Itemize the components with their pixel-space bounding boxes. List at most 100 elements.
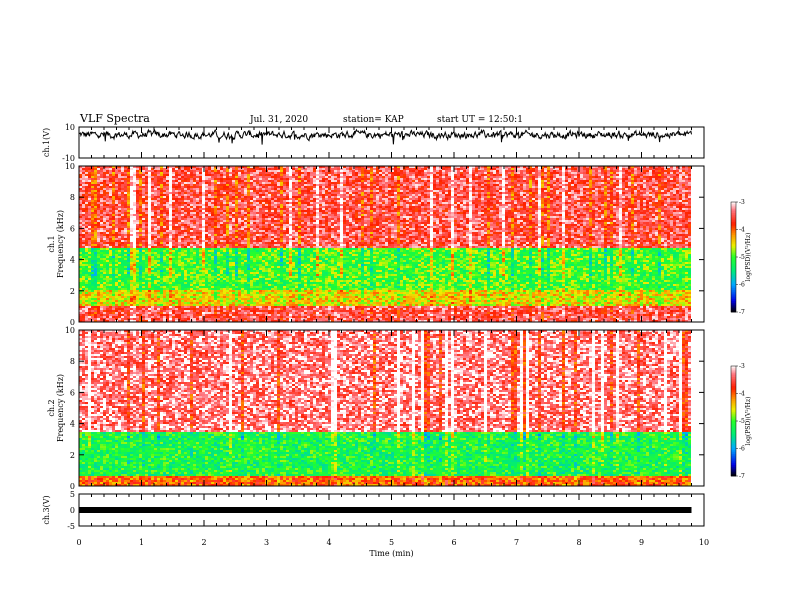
spectrogram-cell xyxy=(298,208,301,210)
spectrogram-cell xyxy=(649,168,652,170)
spectrogram-cell xyxy=(379,212,382,214)
spectrogram-cell xyxy=(268,198,271,200)
spectrogram-cell xyxy=(601,184,604,186)
spectrogram-cell xyxy=(85,192,88,194)
spectrogram-cell xyxy=(121,214,124,216)
spectrogram-cell xyxy=(472,210,475,212)
spectrogram-cell xyxy=(619,202,622,204)
spectrogram-cell xyxy=(325,204,328,206)
spectrogram-cell xyxy=(241,210,244,212)
spectrogram-cell xyxy=(262,200,265,202)
spectrogram-cell xyxy=(628,172,631,174)
spectrogram-cell xyxy=(454,174,457,176)
spectrogram-cell xyxy=(388,188,391,190)
spectrogram-cell xyxy=(277,204,280,206)
spectrogram-cell xyxy=(280,188,283,190)
spectrogram-cell xyxy=(541,206,544,208)
spectrogram-cell xyxy=(118,192,121,194)
spectrogram-cell xyxy=(202,176,205,178)
spectrogram-cell xyxy=(349,176,352,178)
spectrogram-cell xyxy=(313,208,316,210)
spectrogram-cell xyxy=(325,214,328,216)
spectrogram-cell xyxy=(661,196,664,198)
spectrogram-cell xyxy=(226,214,229,216)
spectrogram-cell xyxy=(190,180,193,182)
spectrogram-cell xyxy=(382,184,385,186)
spectrogram-cell xyxy=(382,172,385,174)
spectrogram-cell xyxy=(298,176,301,178)
spectrogram-cell xyxy=(274,212,277,214)
spectrogram-cell xyxy=(454,202,457,204)
spectrogram-cell xyxy=(616,178,619,180)
spectrogram-cell xyxy=(385,210,388,212)
spectrogram-cell xyxy=(469,188,472,190)
spectrogram-cell xyxy=(217,174,220,176)
spectrogram-cell xyxy=(421,186,424,188)
spectrogram-cell xyxy=(253,178,256,180)
spectrogram-cell xyxy=(370,172,373,174)
spectrogram-cell xyxy=(181,196,184,198)
spectrogram-cell xyxy=(319,208,322,210)
spectrogram-cell xyxy=(658,172,661,174)
spectrogram-cell xyxy=(154,204,157,206)
spectrogram-cell xyxy=(664,198,667,200)
spectrogram-cell xyxy=(100,206,103,208)
spectrogram-cell xyxy=(610,190,613,192)
spectrogram-cell xyxy=(364,172,367,174)
spectrogram-cell xyxy=(415,204,418,206)
spectrogram-cell xyxy=(649,202,652,204)
spectrogram-cell xyxy=(583,200,586,202)
spectrogram-cell xyxy=(97,182,100,184)
spectrogram-cell xyxy=(616,174,619,176)
spectrogram-cell xyxy=(343,168,346,170)
spectrogram-cell xyxy=(349,168,352,170)
spectrogram-cell xyxy=(328,210,331,212)
spectrogram-cell xyxy=(565,178,568,180)
spectrogram-cell xyxy=(655,204,658,206)
spectrogram-cell xyxy=(250,182,253,184)
spectrogram-cell xyxy=(211,168,214,170)
spectrogram-cell xyxy=(664,212,667,214)
spectrogram-cell xyxy=(595,184,598,186)
spectrogram-cell xyxy=(232,208,235,210)
spectrogram-cell xyxy=(97,172,100,174)
spectrogram-cell xyxy=(280,210,283,212)
spectrogram-cell xyxy=(433,176,436,178)
spectrogram-cell xyxy=(622,196,625,198)
spectrogram-cell xyxy=(328,194,331,196)
spectrogram-cell xyxy=(166,206,169,208)
spectrogram-cell xyxy=(637,180,640,182)
spectrogram-cell xyxy=(277,184,280,186)
spectrogram-cell xyxy=(586,180,589,182)
spectrogram-cell xyxy=(307,184,310,186)
spectrogram-cell xyxy=(619,176,622,178)
spectrogram-cell xyxy=(160,188,163,190)
spectrogram-cell xyxy=(430,182,433,184)
spectrogram-cell xyxy=(127,202,130,204)
spectrogram-cell xyxy=(610,210,613,212)
spectrogram-cell xyxy=(448,174,451,176)
spectrogram-cell xyxy=(451,192,454,194)
spectrogram-cell xyxy=(169,196,172,198)
spectrogram-cell xyxy=(109,176,112,178)
spectrogram-cell xyxy=(388,174,391,176)
spectrogram-cell xyxy=(262,214,265,216)
spectrogram-cell xyxy=(523,196,526,198)
spectrogram-cell xyxy=(475,168,478,170)
spectrogram-cell xyxy=(574,210,577,212)
spectrogram-cell xyxy=(379,210,382,212)
spectrogram-cell xyxy=(244,194,247,196)
spectrogram-cell xyxy=(340,210,343,212)
spectrogram-cell xyxy=(664,178,667,180)
spectrogram-cell xyxy=(382,212,385,214)
spectrogram-cell xyxy=(256,198,259,200)
spectrogram-cell xyxy=(406,192,409,194)
spectrogram-cell xyxy=(367,196,370,198)
spectrogram-cell xyxy=(304,190,307,192)
spectrogram-cell xyxy=(205,174,208,176)
spectrogram-cell xyxy=(325,184,328,186)
spectrogram-cell xyxy=(499,200,502,202)
spectrogram-cell xyxy=(295,170,298,172)
spectrogram-cell xyxy=(277,172,280,174)
spectrogram-cell xyxy=(400,194,403,196)
